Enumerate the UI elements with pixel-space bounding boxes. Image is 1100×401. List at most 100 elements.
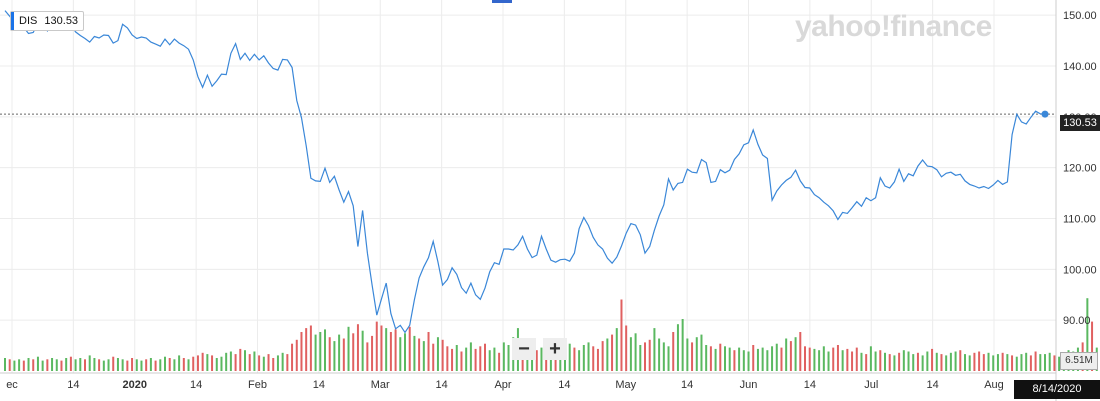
- volume-bar: [916, 352, 919, 371]
- volume-bar: [869, 346, 872, 371]
- volume-bar: [309, 325, 312, 371]
- volume-bar: [93, 358, 96, 371]
- volume-bar: [898, 352, 901, 371]
- volume-bar: [855, 347, 858, 371]
- volume-bar: [785, 338, 788, 371]
- volume-bar: [173, 359, 176, 371]
- volume-bar: [112, 356, 115, 371]
- volume-bar: [60, 360, 63, 371]
- volume-bar: [356, 324, 359, 371]
- volume-bar: [286, 354, 289, 371]
- volume-bar: [182, 358, 185, 371]
- volume-bar: [742, 350, 745, 371]
- volume-bar: [389, 332, 392, 371]
- volume-bar: [681, 319, 684, 371]
- x-tick-label: Jun: [740, 379, 758, 391]
- volume-bar: [498, 352, 501, 371]
- volume-bar: [954, 351, 957, 371]
- volume-bar: [879, 350, 882, 371]
- volume-bar: [168, 358, 171, 371]
- volume-bar: [752, 345, 755, 371]
- volume-bar: [131, 358, 134, 371]
- volume-bar: [55, 359, 58, 371]
- volume-bar: [691, 342, 694, 371]
- volume-bar: [79, 358, 82, 371]
- volume-bar: [135, 359, 138, 371]
- series-color-swatch: [11, 12, 14, 30]
- x-tick-label: 2020: [123, 379, 147, 391]
- volume-bar: [272, 358, 275, 371]
- volume-bar: [385, 328, 388, 371]
- volume-bar: [276, 355, 279, 371]
- ticker-badge[interactable]: DIS 130.53: [10, 11, 85, 31]
- y-tick-label: 100.00: [1063, 264, 1097, 276]
- volume-bar: [587, 342, 590, 371]
- volume-bar: [949, 352, 952, 371]
- volume-bar: [46, 359, 49, 371]
- volume-bar: [314, 334, 317, 371]
- volume-bar: [733, 350, 736, 371]
- volume-bar: [291, 343, 294, 371]
- volume-bar: [27, 358, 30, 371]
- range-tab-indicator[interactable]: [492, 0, 512, 3]
- volume-bar: [239, 348, 242, 371]
- volume-bar: [422, 341, 425, 371]
- volume-bar: [596, 348, 599, 371]
- volume-bar: [333, 341, 336, 371]
- volume-bar: [841, 350, 844, 371]
- volume-bar: [361, 330, 364, 371]
- volume-bar: [813, 348, 816, 371]
- volume-bar: [964, 354, 966, 371]
- volume-bar: [488, 350, 491, 371]
- volume-bar: [907, 351, 910, 371]
- volume-bar: [375, 321, 378, 371]
- volume-bar: [865, 354, 868, 371]
- volume-bar: [229, 351, 232, 371]
- volume-bar: [338, 334, 341, 371]
- volume-bar: [545, 351, 548, 371]
- volume-bar: [295, 339, 298, 371]
- volume-bar: [51, 358, 54, 371]
- volume-bar: [945, 355, 948, 371]
- volume-bar: [474, 348, 477, 371]
- volume-bar: [860, 352, 863, 371]
- volume-bar: [540, 347, 543, 371]
- x-axis-ticks: ec 14 2020 14 Feb 14 Mar 14 Apr 14 May 14 Jun 14 Jul 14…: [6, 379, 1004, 391]
- volume-bar: [799, 332, 802, 371]
- zoom-out-button[interactable]: −: [512, 338, 536, 360]
- volume-bar: [1091, 321, 1094, 371]
- volume-bar: [418, 338, 421, 371]
- volume-bar: [408, 326, 411, 371]
- volume-bar: [724, 346, 726, 371]
- volume-bar: [1025, 352, 1028, 371]
- zoom-in-button[interactable]: +: [543, 338, 567, 360]
- y-tick-label: 90.00: [1063, 315, 1091, 327]
- volume-bar: [65, 358, 68, 371]
- volume-bar: [658, 338, 661, 371]
- volume-bar: [996, 354, 999, 371]
- volume-bar: [267, 354, 270, 371]
- x-tick-label: May: [615, 379, 636, 391]
- volume-bar: [554, 352, 557, 371]
- volume-bar: [244, 350, 246, 371]
- volume-bar: [606, 338, 609, 371]
- volume-bar: [1044, 354, 1046, 371]
- volume-bar: [836, 345, 839, 371]
- volume-bar: [484, 343, 486, 371]
- crosshair-price-label: 130.53: [1060, 115, 1100, 131]
- volume-bar: [676, 324, 679, 371]
- volume-bar: [992, 355, 995, 371]
- volume-bar: [686, 338, 689, 371]
- volume-bar: [465, 347, 468, 371]
- volume-bar: [145, 359, 148, 371]
- volume-bar: [507, 345, 510, 371]
- volume-bar: [728, 347, 731, 371]
- volume-bar: [1058, 356, 1061, 371]
- volume-bar: [771, 346, 774, 371]
- last-price-marker: [1041, 110, 1049, 118]
- volume-bar: [74, 359, 77, 371]
- volume-bar: [352, 333, 355, 371]
- volume-bar: [347, 326, 350, 371]
- volume-bar: [69, 356, 72, 371]
